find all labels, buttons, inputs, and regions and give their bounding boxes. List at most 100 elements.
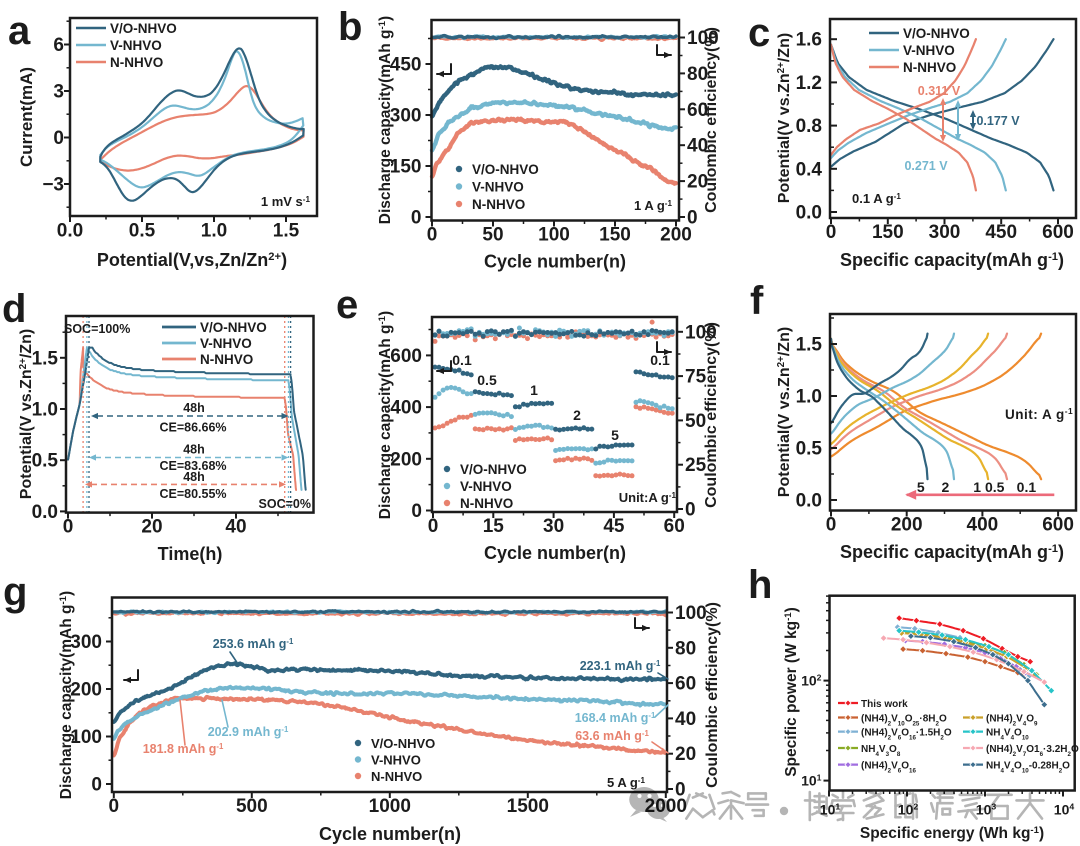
svg-text:Discharge capacity(mAh g-1): Discharge capacity(mAh g-1) — [377, 16, 395, 224]
svg-text:0: 0 — [687, 208, 698, 229]
svg-text:200: 200 — [660, 225, 692, 246]
svg-text:0: 0 — [675, 780, 686, 801]
svg-text:This work: This work — [861, 699, 908, 710]
svg-text:1500: 1500 — [507, 796, 549, 817]
svg-text:0.0: 0.0 — [796, 203, 822, 224]
svg-text:Cycle number(n): Cycle number(n) — [319, 824, 461, 844]
svg-text:400: 400 — [967, 515, 999, 536]
svg-text:202.9 mAh g-1: 202.9 mAh g-1 — [208, 725, 289, 740]
svg-text:0.8: 0.8 — [796, 116, 822, 137]
svg-text:0: 0 — [826, 222, 837, 243]
svg-text:0.5: 0.5 — [985, 479, 1005, 495]
svg-text:Discharge capacity(mAh g-1): Discharge capacity(mAh g-1) — [58, 591, 76, 799]
svg-text:CE=86.66%: CE=86.66% — [159, 421, 226, 435]
svg-text:300: 300 — [929, 222, 961, 243]
svg-text:168.4 mAh g-1: 168.4 mAh g-1 — [575, 711, 656, 726]
svg-text:1: 1 — [973, 479, 981, 495]
svg-text:Cycle number(n): Cycle number(n) — [484, 543, 626, 563]
svg-text:100: 100 — [685, 322, 717, 343]
svg-text:(NH4)2V6O16·1.5H2O: (NH4)2V6O16·1.5H2O — [861, 728, 952, 742]
svg-text:5 A g-1: 5 A g-1 — [607, 775, 646, 790]
svg-text:150: 150 — [872, 222, 904, 243]
svg-text:400: 400 — [390, 398, 422, 419]
svg-text:V-NHVO: V-NHVO — [460, 479, 512, 494]
svg-text:500: 500 — [236, 796, 268, 817]
svg-text:15: 15 — [483, 516, 505, 537]
svg-text:SOC=0%: SOC=0% — [259, 497, 311, 511]
svg-text:1000: 1000 — [369, 796, 411, 817]
svg-text:Coulombic efficiency(%): Coulombic efficiency(%) — [703, 27, 720, 213]
svg-text:h: h — [748, 563, 772, 607]
svg-text:CE=80.55%: CE=80.55% — [159, 487, 226, 501]
svg-text:1: 1 — [530, 382, 538, 398]
svg-text:48h: 48h — [183, 401, 205, 415]
svg-text:V/O-NHVO: V/O-NHVO — [460, 462, 527, 477]
svg-text:Discharge capacity(mAh g-1): Discharge capacity(mAh g-1) — [377, 311, 395, 519]
svg-text:Specific capacity(mAh g-1): Specific capacity(mAh g-1) — [840, 250, 1064, 270]
svg-text:5: 5 — [611, 427, 619, 443]
svg-text:0: 0 — [53, 128, 64, 149]
svg-text:0.5: 0.5 — [129, 221, 156, 242]
svg-text:20: 20 — [141, 517, 162, 538]
svg-text:223.1 mAh g-1: 223.1 mAh g-1 — [580, 659, 661, 674]
svg-text:V-NHVO: V-NHVO — [472, 180, 524, 195]
svg-text:0.0: 0.0 — [32, 502, 58, 523]
svg-text:0.1: 0.1 — [650, 352, 670, 368]
svg-text:600: 600 — [1042, 222, 1074, 243]
svg-text:Current(mA): Current(mA) — [17, 67, 36, 167]
svg-text:40: 40 — [675, 709, 696, 730]
svg-text:40: 40 — [687, 136, 708, 157]
svg-text:Potential(V vs.Zn2+/Zn): Potential(V vs.Zn2+/Zn) — [776, 33, 794, 203]
svg-text:SOC=100%: SOC=100% — [64, 322, 130, 336]
svg-text:48h: 48h — [183, 443, 205, 457]
svg-text:63.6 mAh g-1: 63.6 mAh g-1 — [575, 729, 649, 744]
svg-text:NH4V3O8: NH4V3O8 — [861, 744, 901, 758]
svg-text:45: 45 — [603, 516, 625, 537]
svg-text:300: 300 — [70, 632, 102, 653]
svg-text:1.5: 1.5 — [32, 348, 59, 369]
svg-text:5: 5 — [917, 479, 925, 495]
svg-text:80: 80 — [687, 64, 708, 85]
svg-text:0.0: 0.0 — [57, 221, 83, 242]
svg-text:101: 101 — [801, 773, 822, 789]
svg-text:0: 0 — [428, 516, 439, 537]
svg-text:200: 200 — [891, 515, 923, 536]
svg-text:300: 300 — [390, 106, 422, 127]
svg-text:3: 3 — [53, 82, 64, 103]
svg-text:60: 60 — [687, 100, 708, 121]
svg-text:80: 80 — [675, 638, 696, 659]
svg-text:0.271 V: 0.271 V — [904, 159, 948, 173]
svg-text:30: 30 — [543, 516, 564, 537]
svg-text:Unit: A g-1: Unit: A g-1 — [1005, 406, 1073, 422]
svg-text:V-NHVO: V-NHVO — [200, 336, 252, 351]
svg-text:NH4V4O10-0.28H2O: NH4V4O10-0.28H2O — [986, 761, 1070, 775]
svg-text:Coulombic efficiency(%): Coulombic efficiency(%) — [703, 322, 720, 508]
svg-text:1 mV s-1: 1 mV s-1 — [261, 194, 311, 209]
svg-text:100: 100 — [675, 603, 707, 624]
svg-text:200: 200 — [70, 680, 102, 701]
svg-text:V/O-NHVO: V/O-NHVO — [472, 162, 539, 177]
svg-text:0: 0 — [91, 775, 102, 796]
svg-text:0.177 V: 0.177 V — [976, 114, 1020, 128]
svg-text:0.311 V: 0.311 V — [918, 84, 961, 98]
svg-text:0: 0 — [411, 208, 422, 229]
svg-text:N-NHVO: N-NHVO — [110, 55, 163, 70]
svg-text:60: 60 — [664, 516, 685, 537]
svg-text:0: 0 — [427, 225, 438, 246]
svg-text:25: 25 — [685, 455, 707, 476]
svg-text:V/O-NHVO: V/O-NHVO — [110, 21, 177, 36]
svg-text:0.1: 0.1 — [1017, 479, 1037, 495]
svg-text:2: 2 — [942, 479, 950, 495]
svg-text:d: d — [2, 287, 26, 331]
svg-text:104: 104 — [1054, 802, 1075, 818]
svg-text:N-NHVO: N-NHVO — [903, 60, 956, 75]
svg-text:g: g — [3, 570, 27, 614]
svg-text:50: 50 — [685, 411, 706, 432]
svg-text:1.0: 1.0 — [796, 387, 822, 408]
svg-text:450: 450 — [985, 222, 1017, 243]
svg-text:100: 100 — [538, 225, 570, 246]
svg-text:Time(h): Time(h) — [158, 544, 223, 564]
svg-text:0.5: 0.5 — [796, 439, 823, 460]
svg-text:48h: 48h — [183, 470, 205, 484]
svg-text:40: 40 — [225, 517, 246, 538]
